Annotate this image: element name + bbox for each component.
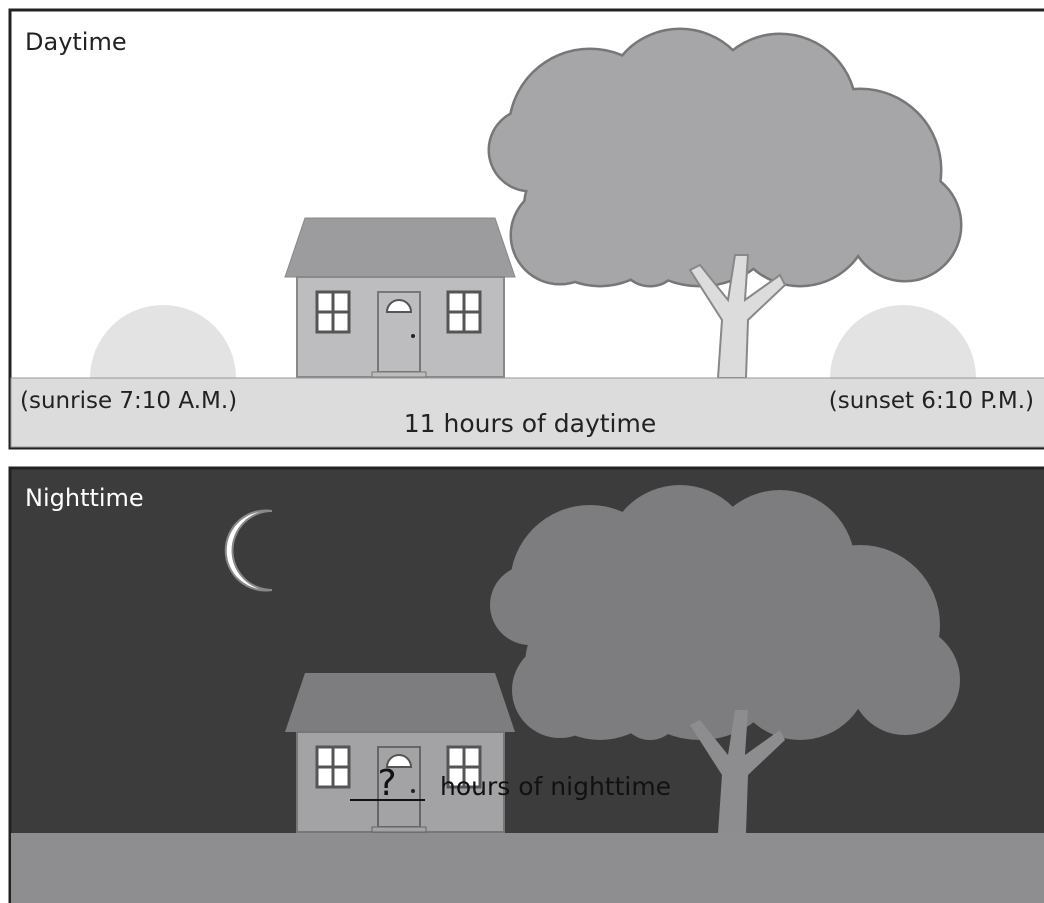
caption: hours of nighttime xyxy=(440,772,671,801)
illustration: Daytime (sunrise 7:10 A.M.) (sunset 6:10… xyxy=(0,0,1044,903)
panel-title: Nighttime xyxy=(25,484,144,512)
question-mark: ? xyxy=(377,763,396,804)
day-panel: Daytime (sunrise 7:10 A.M.) (sunset 6:10… xyxy=(10,10,1044,448)
panel-title: Daytime xyxy=(25,28,127,56)
page: {"day_panel": {"title": "Daytime", "sunr… xyxy=(0,0,1044,903)
caption: 11 hours of daytime xyxy=(404,409,657,438)
night-panel: Nighttime ? hours of nighttime xyxy=(10,468,1044,903)
sunrise-label: (sunrise 7:10 A.M.) xyxy=(20,388,237,414)
sunset-label: (sunset 6:10 P.M.) xyxy=(829,388,1034,414)
